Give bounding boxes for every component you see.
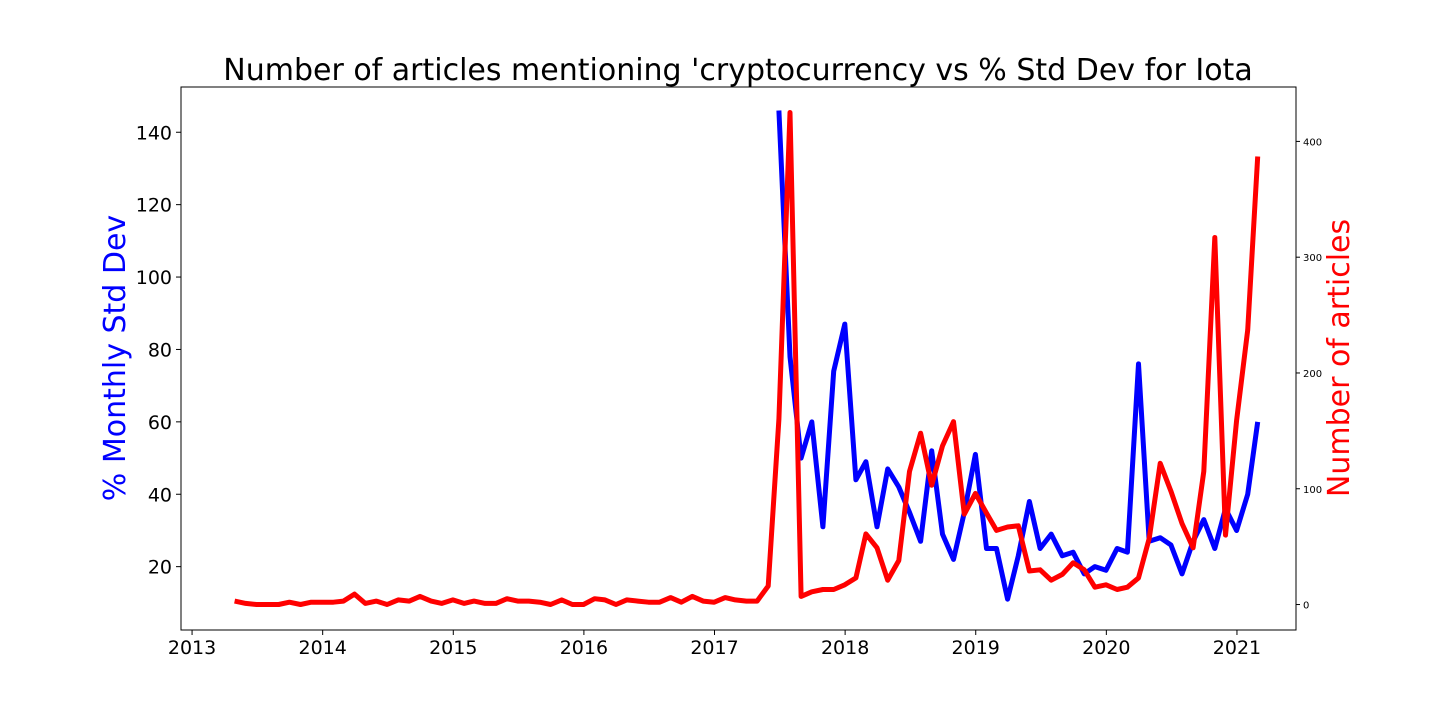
y-right-tick-label: 100 — [1303, 485, 1322, 496]
y-left-tick-label: 40 — [148, 484, 172, 506]
chart-title: Number of articles mentioning 'cryptocur… — [223, 53, 1252, 88]
y-right-tick-label: 300 — [1303, 253, 1322, 264]
right-series-layer — [234, 110, 1261, 607]
y-left-tick-label: 120 — [136, 195, 172, 217]
x-tick-label: 2019 — [952, 637, 1000, 659]
y-right-tick-label: 0 — [1303, 601, 1309, 612]
x-tick-label: 2018 — [821, 637, 869, 659]
x-tick-label: 2016 — [560, 637, 608, 659]
x-axis: 2013 2014 2015 2016 2017 2018 2019 2020 2021 — [168, 630, 1261, 659]
x-tick-label: 2021 — [1213, 637, 1261, 659]
x-tick-label: 2013 — [168, 637, 216, 659]
y-right-tick-label: 400 — [1303, 137, 1322, 148]
y-left-tick-label: 80 — [148, 339, 172, 361]
plot-frame — [180, 86, 1297, 631]
left-series-layer — [776, 110, 1261, 602]
y-axis-left-label: % Monthly Std Dev — [98, 215, 133, 501]
x-tick-label: 2015 — [429, 637, 477, 659]
y-axis-right: 0 100 200 300 400 — [1296, 137, 1322, 612]
x-tick-label: 2014 — [298, 637, 346, 659]
y-left-tick-label: 60 — [148, 412, 172, 434]
y-right-tick-label: 200 — [1303, 369, 1322, 380]
y-left-tick-label: 20 — [148, 557, 172, 579]
y-left-tick-label: 100 — [136, 267, 172, 289]
y-axis-right-label: Number of articles — [1322, 219, 1357, 497]
y-left-tick-label: 140 — [136, 122, 172, 144]
articles-series-line — [234, 110, 1261, 607]
x-tick-label: 2017 — [690, 637, 738, 659]
y-axis-left: 20 40 60 80 100 120 140 — [136, 122, 181, 579]
x-tick-label: 2020 — [1082, 637, 1130, 659]
std-dev-series-line — [776, 110, 1261, 602]
